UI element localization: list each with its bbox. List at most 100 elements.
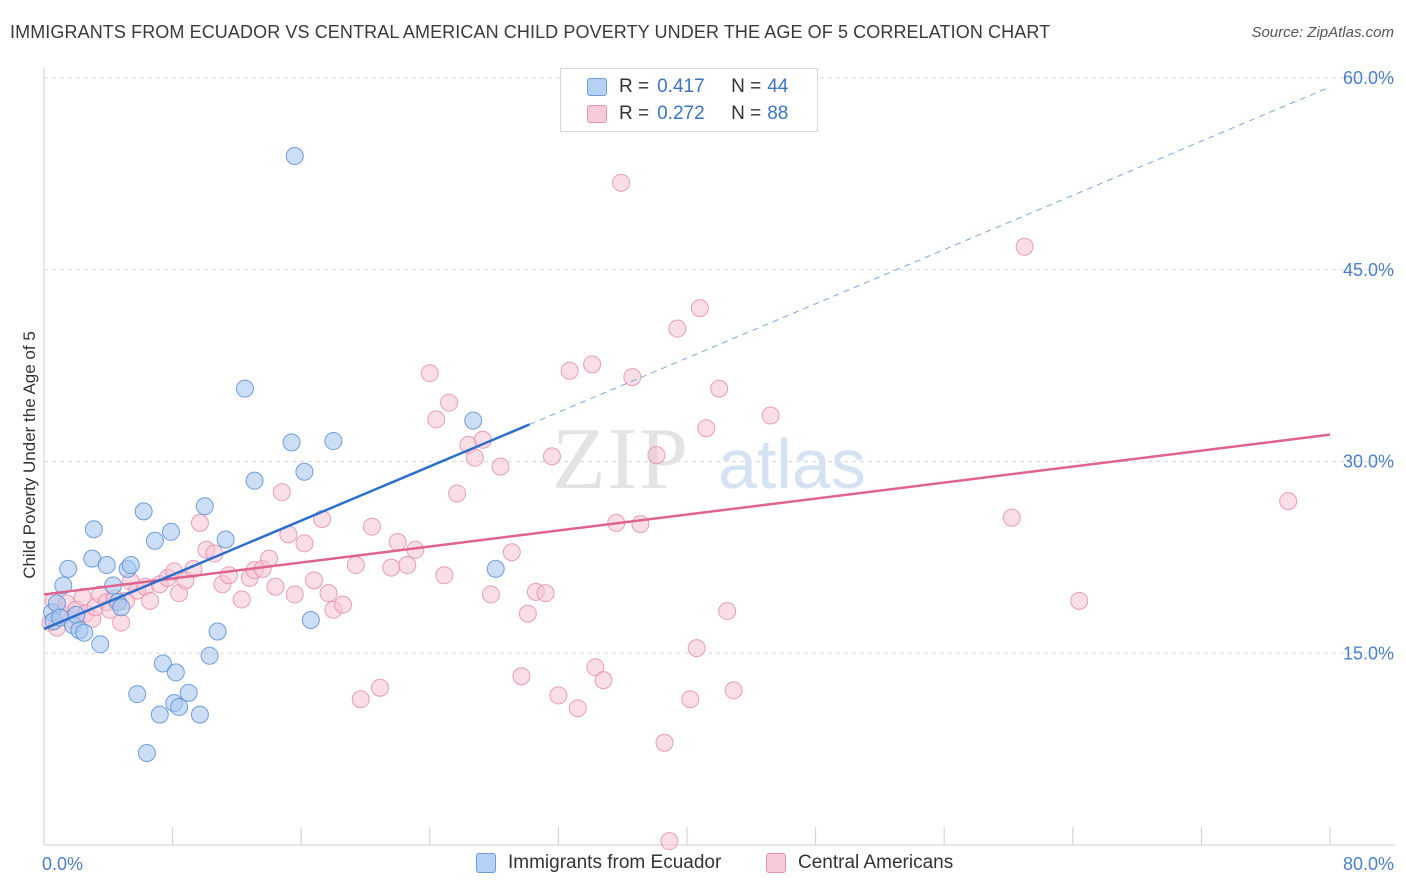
x-tick-label: 0.0% (42, 854, 83, 874)
data-point-central-americans (549, 686, 568, 705)
y-axis-label: Child Poverty Under the Age of 5 (20, 331, 39, 579)
data-point-central-americans (388, 533, 407, 552)
data-point-ecuador (324, 432, 343, 451)
legend-r-label: R = (619, 103, 650, 124)
legend-item-central-americans[interactable]: Central Americans (766, 852, 953, 874)
data-point-central-americans (141, 591, 160, 610)
legend-n-value: 44 (767, 76, 789, 97)
data-point-central-americans (272, 483, 291, 502)
data-point-ecuador (145, 531, 164, 550)
data-point-ecuador (170, 697, 189, 716)
y-tick-label: 60.0% (1343, 68, 1394, 88)
data-point-central-americans (112, 613, 131, 632)
data-point-ecuador (282, 433, 301, 452)
data-point-ecuador (128, 685, 147, 704)
data-point-ecuador (84, 520, 103, 539)
data-point-central-americans (319, 584, 338, 603)
data-point-ecuador (200, 646, 219, 665)
data-point-central-americans (382, 558, 401, 577)
data-point-ecuador (121, 556, 140, 575)
data-point-ecuador (75, 623, 94, 642)
data-point-central-americans (536, 584, 555, 603)
legend-n-value: 88 (767, 103, 789, 124)
data-point-central-americans (481, 585, 500, 604)
data-point-ecuador (190, 705, 209, 724)
data-point-central-americans (512, 667, 531, 686)
data-point-central-americans (660, 832, 679, 851)
legend-row-ecuador: R = 0.417 N = 44 (587, 75, 788, 99)
legend-n-label: N = (731, 76, 762, 97)
data-point-central-americans (668, 319, 687, 338)
data-point-central-americans (398, 556, 417, 575)
data-point-ecuador (245, 471, 264, 490)
data-point-ecuador (301, 611, 320, 630)
legend-label-ecuador: Immigrants from Ecuador (508, 852, 722, 873)
data-point-central-americans (435, 566, 454, 585)
legend-swatch-blue (476, 853, 496, 873)
ecuador-points (43, 146, 505, 762)
trend-line-ecuador (43, 423, 530, 631)
legend-item-ecuador[interactable]: Immigrants from Ecuador (476, 852, 721, 874)
y-tick-label: 15.0% (1343, 643, 1394, 663)
trend-line-ecuador-extension (529, 86, 1331, 425)
data-point-central-americans (761, 406, 780, 425)
data-point-central-americans (465, 448, 484, 467)
data-point-central-americans (427, 410, 446, 429)
data-point-central-americans (1279, 492, 1298, 511)
data-point-central-americans (586, 658, 605, 677)
data-point-central-americans (285, 585, 304, 604)
data-point-central-americans (568, 699, 587, 718)
series-legend: Immigrants from Ecuador Central American… (0, 852, 1406, 878)
trend-line-central-americans (43, 433, 1331, 596)
data-point-central-americans (612, 173, 631, 192)
data-point-central-americans (594, 671, 613, 690)
data-point-central-americans (1002, 508, 1021, 527)
data-point-ecuador (134, 502, 153, 521)
data-point-central-americans (333, 595, 352, 614)
watermark-atlas: atlas (718, 425, 866, 503)
legend-swatch-pink (766, 853, 786, 873)
data-point-central-americans (346, 556, 365, 575)
trend-lines (43, 86, 1331, 631)
legend-row-central-americans: R = 0.272 N = 88 (587, 102, 788, 126)
chart-title: IMMIGRANTS FROM ECUADOR VS CENTRAL AMERI… (10, 22, 1051, 42)
legend-swatch-blue (587, 78, 607, 96)
data-point-central-americans (1070, 591, 1089, 610)
data-point-central-americans (305, 571, 324, 590)
data-point-central-americans (232, 590, 251, 609)
data-point-central-americans (448, 484, 467, 503)
data-point-central-americans (718, 602, 737, 621)
watermark-zip: ZIP (552, 411, 690, 508)
data-point-ecuador (59, 559, 78, 578)
data-point-central-americans (697, 419, 716, 438)
y-tick-label: 45.0% (1343, 260, 1394, 280)
axes (43, 68, 1395, 846)
data-point-central-americans (440, 393, 459, 412)
data-point-ecuador (195, 497, 214, 516)
data-point-central-americans (362, 517, 381, 536)
data-point-ecuador (54, 576, 73, 595)
legend-r-label: R = (619, 76, 650, 97)
data-point-central-americans (583, 355, 602, 374)
x-tick-label: 80.0% (1343, 854, 1394, 874)
data-point-ecuador (166, 663, 185, 682)
correlation-legend: R = 0.417 N = 44 R = 0.272 N = 88 (560, 68, 818, 132)
data-point-central-americans (370, 678, 389, 697)
data-point-central-americans (710, 379, 729, 398)
data-point-ecuador (235, 379, 254, 398)
data-point-central-americans (266, 577, 285, 596)
data-point-central-americans (1015, 237, 1034, 256)
y-tick-label: 30.0% (1343, 452, 1394, 472)
data-point-central-americans (690, 299, 709, 318)
data-point-central-americans (542, 447, 561, 466)
data-point-ecuador (91, 635, 110, 654)
data-point-ecuador (112, 598, 131, 617)
data-point-central-americans (502, 543, 521, 562)
data-point-central-americans (623, 368, 642, 387)
source-label: Source: ZipAtlas.com (1251, 24, 1394, 41)
data-point-ecuador (161, 522, 180, 541)
watermark: ZIP atlas (552, 411, 866, 508)
legend-n-label: N = (731, 103, 762, 124)
data-point-ecuador (208, 622, 227, 641)
